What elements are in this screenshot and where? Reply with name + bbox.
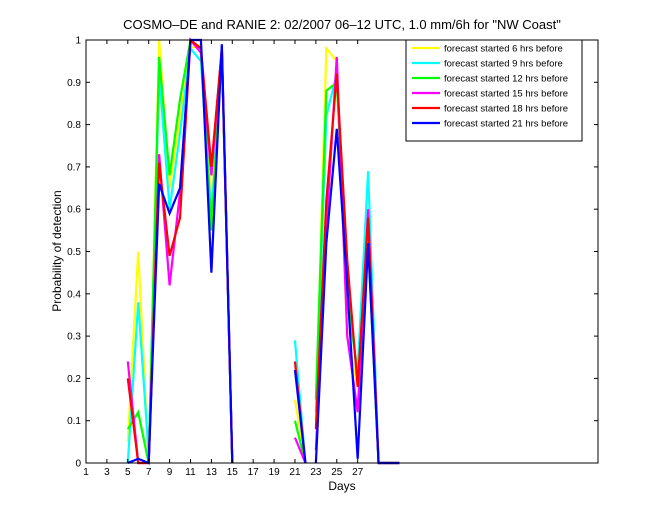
x-tick-label: 27 [352, 467, 364, 478]
x-tick-label: 11 [185, 467, 196, 478]
y-tick-label: 0.3 [67, 332, 81, 343]
y-tick-label: 0 [75, 459, 81, 470]
y-tick-label: 1 [75, 36, 81, 47]
legend-label-5: forecast started 18 hrs before [444, 104, 568, 115]
series-line-3-segment-1 [126, 37, 234, 464]
x-tick-label: 3 [104, 467, 110, 478]
legend-label-3: forecast started 12 hrs before [444, 74, 568, 85]
legend-label-4: forecast started 15 hrs before [444, 89, 568, 100]
y-tick-label: 0.1 [67, 416, 81, 427]
series-line-4-segment-3 [314, 56, 400, 465]
y-tick-label: 0.5 [67, 247, 81, 258]
y-tick-label: 0.9 [67, 78, 81, 89]
x-tick-label: 5 [125, 467, 131, 478]
x-tick-label: 9 [167, 467, 173, 478]
x-tick-label: 1 [83, 467, 89, 478]
legend-label-1: forecast started 6 hrs before [444, 44, 563, 55]
x-tick-label: 25 [331, 467, 343, 478]
y-axis-label: Probability of detection [50, 190, 64, 311]
x-tick-label: 23 [310, 467, 322, 478]
series-layer [126, 37, 400, 465]
x-axis-label: Days [328, 479, 355, 493]
y-tick-label: 0.8 [67, 120, 81, 131]
legend-label-2: forecast started 9 hrs before [444, 59, 563, 70]
series-line-4-segment-2 [293, 437, 307, 464]
series-line-6-segment-1 [127, 38, 234, 465]
y-tick-label: 0.6 [67, 205, 81, 216]
series-line-6-segment-2 [293, 369, 307, 464]
y-tick-label: 0.2 [67, 374, 81, 385]
legend-box [405, 39, 583, 142]
y-tick-label: 0.7 [67, 162, 81, 173]
x-tick-label: 13 [206, 467, 218, 478]
x-tick-label: 17 [248, 467, 260, 478]
x-tick-label: 15 [227, 467, 239, 478]
x-tick-label: 19 [269, 467, 281, 478]
ticks-layer: 1 3 5 7 9 11 13 15 17 19 21 23 25 2700.10.20.30.40.50… [67, 36, 598, 478]
legend-label-6: forecast started 21 hrs before [444, 119, 568, 130]
chart-title: COSMO–DE and RANIE 2: 02/2007 06–12 UTC,… [123, 17, 561, 32]
y-tick-label: 0.4 [67, 289, 81, 300]
x-tick-label: 21 [289, 467, 301, 478]
legend: forecast started 6 hrs before forecast st… [405, 39, 583, 142]
x-tick-label: 7 [146, 467, 152, 478]
